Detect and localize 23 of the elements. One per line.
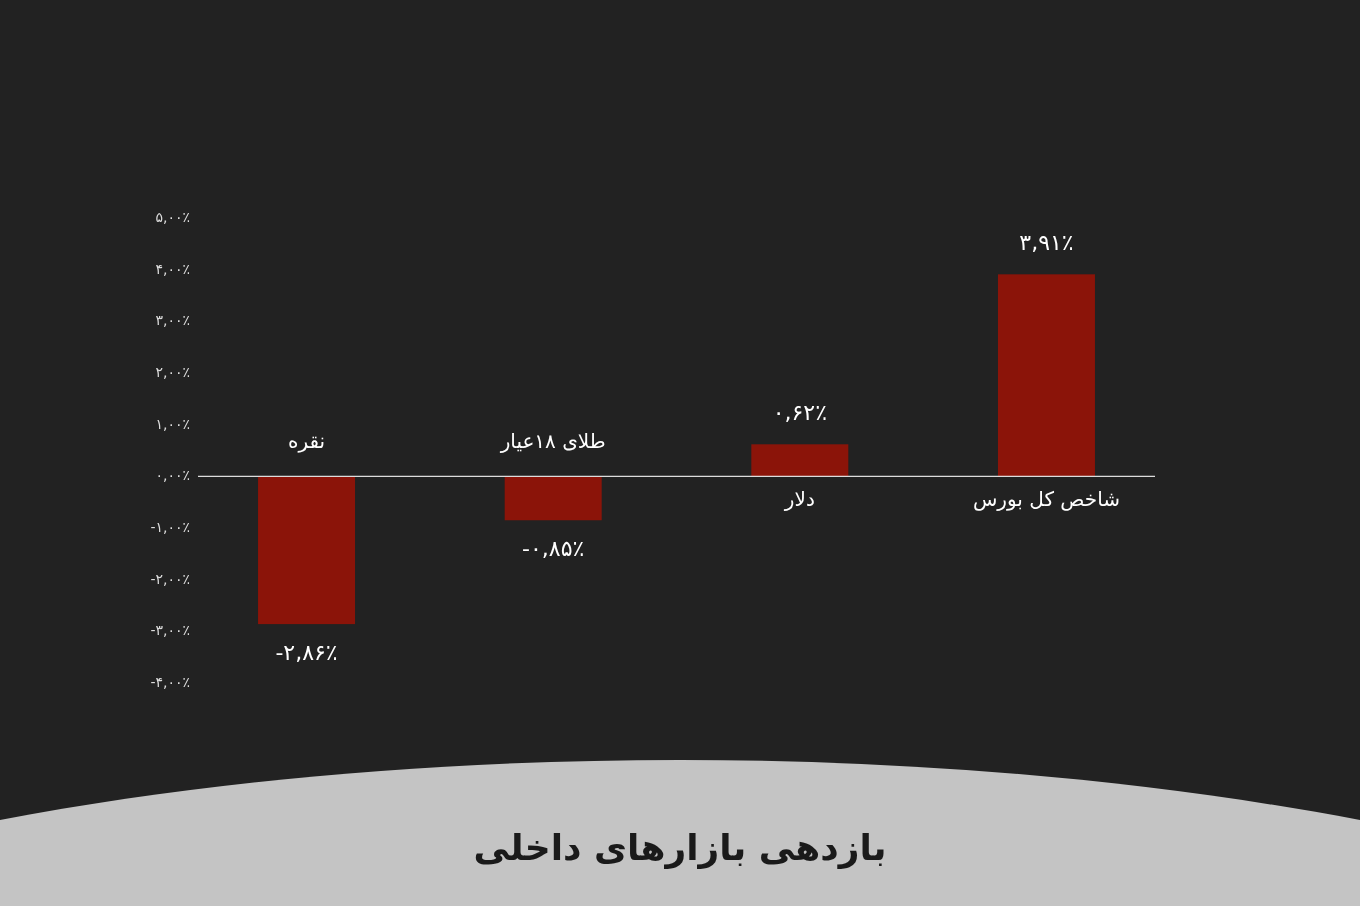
bar bbox=[258, 476, 356, 625]
y-tick-label: ۰,۰۰٪ bbox=[155, 467, 190, 484]
data-label: -۲,۸۶٪ bbox=[275, 640, 338, 666]
data-label: -۰,۸۵٪ bbox=[522, 536, 585, 562]
data-label: ۳,۹۱٪ bbox=[1019, 230, 1074, 256]
x-tick-label: دلار bbox=[783, 486, 815, 511]
text: بازدهی بازارهای داخلی bbox=[473, 827, 887, 869]
y-tick-label: ۴,۰۰٪ bbox=[155, 260, 190, 277]
y-tick-label: -۱,۰۰٪ bbox=[150, 519, 190, 535]
x-tick-label: طلای ۱۸عیار bbox=[499, 428, 606, 453]
y-tick-label: ۱,۰۰٪ bbox=[155, 415, 190, 432]
x-tick-label: نقره bbox=[287, 428, 326, 453]
y-tick-label: ۳,۰۰٪ bbox=[155, 312, 190, 329]
y-tick-label: ۵,۰۰٪ bbox=[155, 209, 190, 225]
y-tick-label: ۲,۰۰٪ bbox=[155, 364, 190, 380]
bar bbox=[504, 476, 602, 521]
x-tick-label: شاخص کل بورس bbox=[972, 486, 1121, 511]
y-tick-label: -۲,۰۰٪ bbox=[150, 570, 190, 587]
y-tick-label: -۳,۰۰٪ bbox=[150, 622, 190, 639]
y-tick-label: -۴,۰۰٪ bbox=[150, 674, 190, 690]
bar bbox=[997, 274, 1095, 477]
bar bbox=[751, 444, 849, 477]
data-label: ۰,۶۲٪ bbox=[772, 400, 827, 426]
